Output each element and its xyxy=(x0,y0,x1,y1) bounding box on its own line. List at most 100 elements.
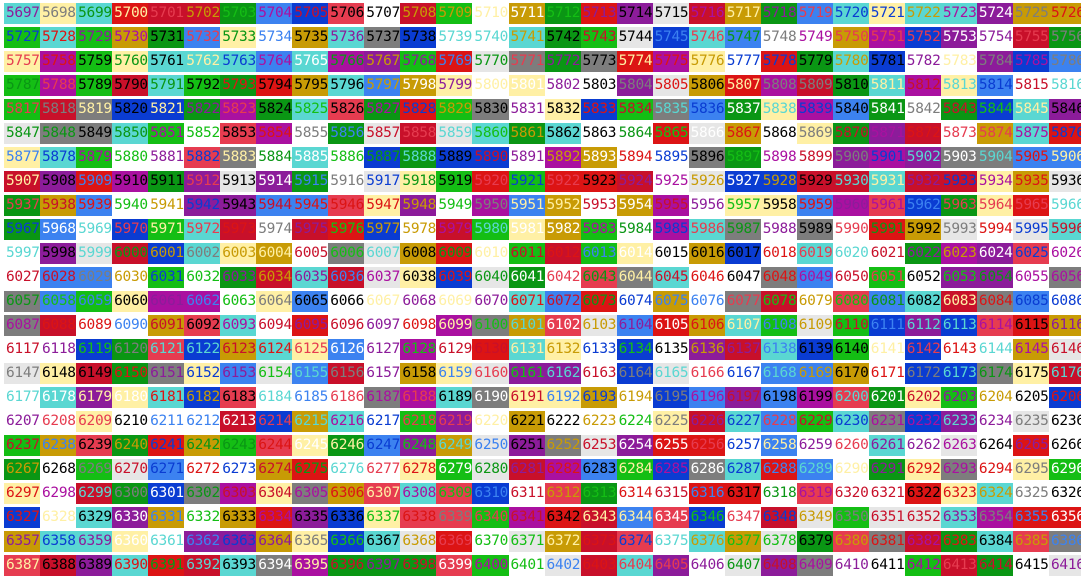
number-cell: 5707 xyxy=(364,3,402,24)
number-cell: 5780 xyxy=(832,51,870,72)
number-cell: 5885 xyxy=(292,147,330,168)
number-cell: 5800 xyxy=(472,75,510,96)
number-cell: 6181 xyxy=(148,387,186,408)
number-cell: 6041 xyxy=(508,267,546,288)
number-cell: 6392 xyxy=(184,555,222,576)
number-cell: 6105 xyxy=(652,315,690,336)
number-cell: 5881 xyxy=(148,147,186,168)
number-cell: 6094 xyxy=(256,315,294,336)
number-cell: 5710 xyxy=(472,3,510,24)
number-cell: 6198 xyxy=(760,387,798,408)
number-cell: 5892 xyxy=(544,147,582,168)
number-cell: 5812 xyxy=(904,75,942,96)
number-cell: 5883 xyxy=(220,147,258,168)
number-cell: 6164 xyxy=(616,363,654,384)
number-cell: 6102 xyxy=(544,315,582,336)
number-cell: 6388 xyxy=(40,555,77,576)
number-cell: 5907 xyxy=(4,171,41,192)
number-cell: 6170 xyxy=(832,363,870,384)
number-cell: 6125 xyxy=(292,339,330,360)
number-cell: 5730 xyxy=(112,27,150,48)
number-cell: 6178 xyxy=(40,387,77,408)
number-cell: 5841 xyxy=(868,99,906,120)
number-cell: 5799 xyxy=(436,75,474,96)
number-cell: 5762 xyxy=(184,51,222,72)
number-cell: 5713 xyxy=(580,3,618,24)
number-cell: 6107 xyxy=(724,315,762,336)
number-cell: 6056 xyxy=(1049,267,1081,288)
number-cell: 5774 xyxy=(616,51,654,72)
number-cell: 5697 xyxy=(4,3,41,24)
number-cell: 6030 xyxy=(112,267,150,288)
number-cell: 5771 xyxy=(508,51,546,72)
number-cell: 5836 xyxy=(688,99,726,120)
number-cell: 5772 xyxy=(544,51,582,72)
number-cell: 5832 xyxy=(544,99,582,120)
number-cell: 5835 xyxy=(652,99,690,120)
number-cell: 5884 xyxy=(256,147,294,168)
number-cell: 5830 xyxy=(472,99,510,120)
number-cell: 6243 xyxy=(220,435,258,456)
number-cell: 6177 xyxy=(4,387,41,408)
number-cell: 6084 xyxy=(976,291,1014,312)
number-cell: 5946 xyxy=(328,195,366,216)
number-cell: 6287 xyxy=(724,459,762,480)
number-cell: 6369 xyxy=(436,531,474,552)
number-cell: 6163 xyxy=(580,363,618,384)
number-cell: 6227 xyxy=(724,411,762,432)
number-cell: 5866 xyxy=(688,123,726,144)
number-cell: 6035 xyxy=(292,267,330,288)
number-cell: 6258 xyxy=(760,435,798,456)
number-cell: 6254 xyxy=(616,435,654,456)
number-cell: 5979 xyxy=(436,219,474,240)
number-cell: 6328 xyxy=(40,507,77,528)
number-cell: 5919 xyxy=(436,171,474,192)
number-cell: 6033 xyxy=(220,267,258,288)
number-cell: 6316 xyxy=(688,483,726,504)
number-cell: 6396 xyxy=(328,555,366,576)
number-cell: 6011 xyxy=(508,243,546,264)
number-cell: 6360 xyxy=(112,531,150,552)
number-cell: 6130 xyxy=(472,339,510,360)
number-cell: 6190 xyxy=(472,387,510,408)
number-cell: 5735 xyxy=(292,27,330,48)
number-cell: 5989 xyxy=(796,219,834,240)
number-cell: 6158 xyxy=(400,363,438,384)
number-cell: 5737 xyxy=(364,27,402,48)
number-cell: 6306 xyxy=(328,483,366,504)
number-cell: 6344 xyxy=(616,507,654,528)
number-cell: 6230 xyxy=(832,411,870,432)
number-cell: 6211 xyxy=(148,411,186,432)
number-cell: 6356 xyxy=(1049,507,1081,528)
number-cell: 6378 xyxy=(760,531,798,552)
number-cell: 6273 xyxy=(220,459,258,480)
number-cell: 6339 xyxy=(436,507,474,528)
number-cell: 5914 xyxy=(256,171,294,192)
number-cell: 6075 xyxy=(652,291,690,312)
number-cell: 6067 xyxy=(364,291,402,312)
number-cell: 5754 xyxy=(976,27,1014,48)
number-cell: 5994 xyxy=(976,219,1014,240)
number-cell: 6063 xyxy=(220,291,258,312)
number-cell: 6331 xyxy=(148,507,186,528)
number-cell: 6156 xyxy=(328,363,366,384)
number-cell: 6083 xyxy=(940,291,978,312)
number-cell: 6229 xyxy=(796,411,834,432)
number-cell: 6304 xyxy=(256,483,294,504)
number-cell: 6093 xyxy=(220,315,258,336)
number-cell: 6361 xyxy=(148,531,186,552)
number-cell: 5722 xyxy=(904,3,942,24)
number-cell: 6305 xyxy=(292,483,330,504)
number-cell: 5905 xyxy=(1012,147,1050,168)
number-cell: 6210 xyxy=(112,411,150,432)
number-cell: 6212 xyxy=(184,411,222,432)
number-cell: 6006 xyxy=(328,243,366,264)
number-cell: 5738 xyxy=(400,27,438,48)
number-cell: 5736 xyxy=(328,27,366,48)
number-cell: 5877 xyxy=(4,147,41,168)
number-cell: 5844 xyxy=(976,99,1014,120)
number-cell: 6070 xyxy=(472,291,510,312)
number-cell: 5906 xyxy=(1049,147,1081,168)
number-cell: 5706 xyxy=(328,3,366,24)
number-cell: 6375 xyxy=(652,531,690,552)
